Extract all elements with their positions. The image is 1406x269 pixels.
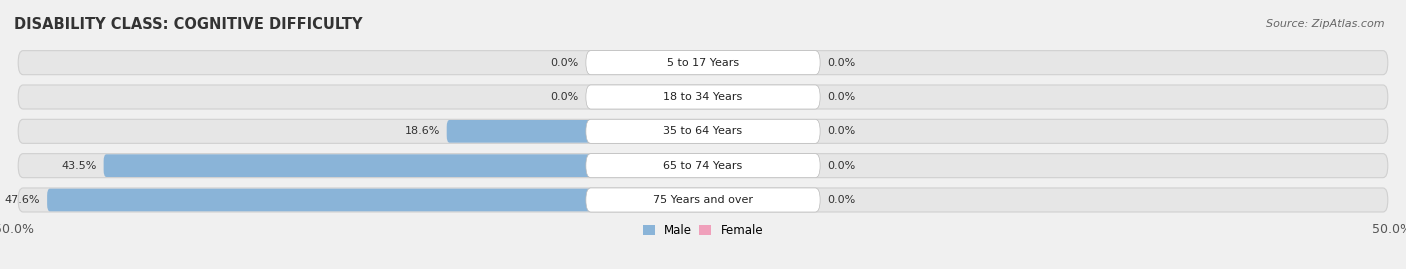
Text: 0.0%: 0.0% xyxy=(827,92,855,102)
Text: 18.6%: 18.6% xyxy=(405,126,440,136)
Text: Source: ZipAtlas.com: Source: ZipAtlas.com xyxy=(1267,19,1385,29)
Text: 47.6%: 47.6% xyxy=(4,195,41,205)
FancyBboxPatch shape xyxy=(18,154,1388,178)
FancyBboxPatch shape xyxy=(703,120,779,143)
FancyBboxPatch shape xyxy=(18,119,1388,143)
Text: 18 to 34 Years: 18 to 34 Years xyxy=(664,92,742,102)
Text: 0.0%: 0.0% xyxy=(551,92,579,102)
FancyBboxPatch shape xyxy=(703,189,779,211)
Text: 0.0%: 0.0% xyxy=(827,126,855,136)
FancyBboxPatch shape xyxy=(703,86,779,108)
Text: DISABILITY CLASS: COGNITIVE DIFFICULTY: DISABILITY CLASS: COGNITIVE DIFFICULTY xyxy=(14,17,363,32)
FancyBboxPatch shape xyxy=(447,120,703,143)
FancyBboxPatch shape xyxy=(18,85,1388,109)
Text: 0.0%: 0.0% xyxy=(551,58,579,68)
Text: 0.0%: 0.0% xyxy=(827,195,855,205)
FancyBboxPatch shape xyxy=(703,51,779,74)
FancyBboxPatch shape xyxy=(586,119,820,143)
FancyBboxPatch shape xyxy=(586,85,820,109)
FancyBboxPatch shape xyxy=(703,154,779,177)
FancyBboxPatch shape xyxy=(586,51,820,75)
FancyBboxPatch shape xyxy=(586,154,820,178)
FancyBboxPatch shape xyxy=(48,189,703,211)
FancyBboxPatch shape xyxy=(18,188,1388,212)
Legend: Male, Female: Male, Female xyxy=(638,219,768,242)
FancyBboxPatch shape xyxy=(627,51,703,74)
Text: 0.0%: 0.0% xyxy=(827,161,855,171)
FancyBboxPatch shape xyxy=(104,154,703,177)
Text: 5 to 17 Years: 5 to 17 Years xyxy=(666,58,740,68)
FancyBboxPatch shape xyxy=(586,188,820,212)
FancyBboxPatch shape xyxy=(18,51,1388,75)
Text: 35 to 64 Years: 35 to 64 Years xyxy=(664,126,742,136)
Text: 65 to 74 Years: 65 to 74 Years xyxy=(664,161,742,171)
Text: 43.5%: 43.5% xyxy=(62,161,97,171)
Text: 0.0%: 0.0% xyxy=(827,58,855,68)
Text: 75 Years and over: 75 Years and over xyxy=(652,195,754,205)
FancyBboxPatch shape xyxy=(627,86,703,108)
